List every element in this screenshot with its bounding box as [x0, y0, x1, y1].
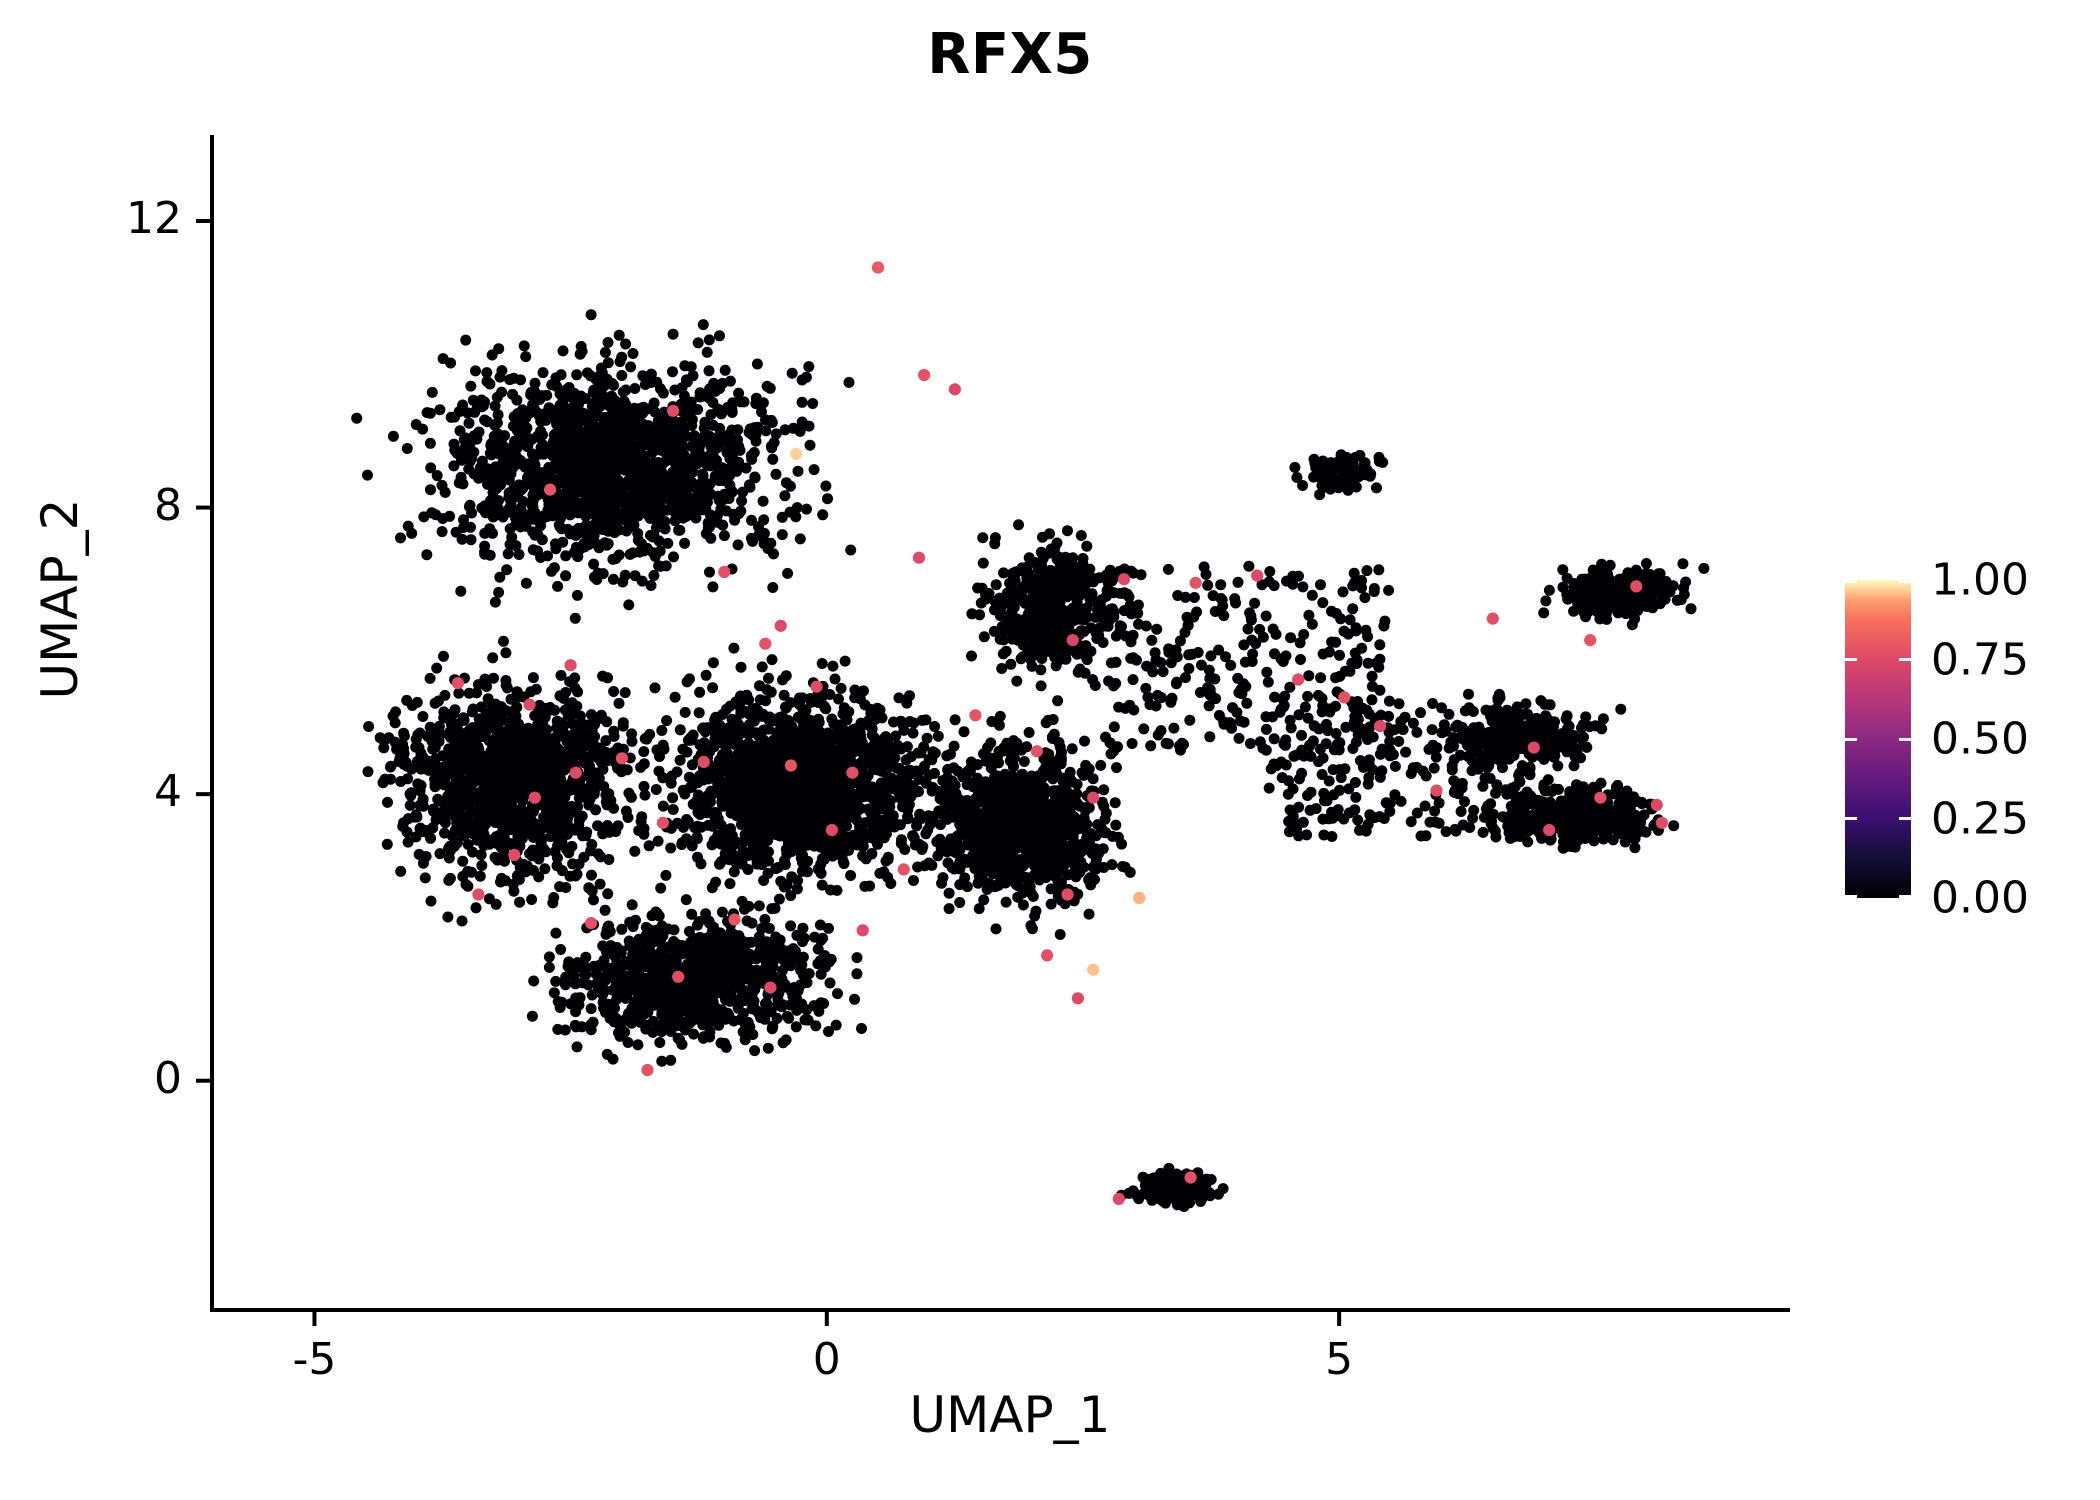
x-tick-label: 5	[1325, 1334, 1354, 1385]
y-tick-label: 0	[154, 1052, 182, 1104]
colorbar-label: 0.00	[1931, 872, 2029, 924]
page-title: RFX5	[927, 22, 1093, 87]
colorbar-tick	[1899, 737, 1911, 741]
y-tick-label: 12	[126, 192, 182, 244]
colorbar-tick	[1845, 658, 1857, 661]
colorbar-label: 0.50	[1931, 713, 2029, 765]
colorbar[interactable]: 1.00 0.75 0.50 0.25 0.00	[1845, 555, 2029, 924]
axis-spines-layer	[210, 135, 1790, 1312]
colorbar-label: 0.75	[1931, 634, 2029, 685]
x-axis-label: UMAP_1	[909, 1386, 1111, 1444]
axis-ticks-layer	[196, 218, 1342, 1326]
colorbar-tick	[1845, 817, 1857, 820]
x-tick-label: 0	[812, 1334, 841, 1385]
x-tick-label: -5	[292, 1334, 337, 1385]
colorbar-tick	[1899, 658, 1911, 661]
colorbar-tick	[1899, 817, 1911, 820]
colorbar-label: 0.25	[1931, 793, 2029, 844]
colorbar-tick	[1845, 737, 1857, 741]
colorbar-label: 1.00	[1931, 554, 2029, 606]
colorbar-tick	[1899, 580, 1911, 583]
colorbar-tick	[1845, 580, 1857, 583]
colorbar-tick	[1899, 895, 1911, 898]
y-tick-label: 8	[154, 479, 182, 531]
y-tick-label: 4	[154, 766, 182, 818]
colorbar-tick	[1845, 895, 1857, 898]
scatter-points-layer	[351, 261, 1710, 1212]
y-axis-label: UMAP_2	[31, 498, 89, 700]
